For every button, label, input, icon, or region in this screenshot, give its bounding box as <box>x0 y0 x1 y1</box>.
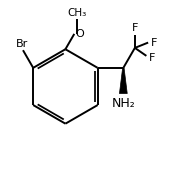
Text: NH₂: NH₂ <box>112 97 135 110</box>
Text: F: F <box>149 53 155 63</box>
Polygon shape <box>119 68 127 94</box>
Text: O: O <box>75 29 84 39</box>
Text: CH₃: CH₃ <box>67 8 86 18</box>
Text: F: F <box>132 23 138 33</box>
Text: Br: Br <box>16 39 28 49</box>
Text: F: F <box>151 38 157 48</box>
